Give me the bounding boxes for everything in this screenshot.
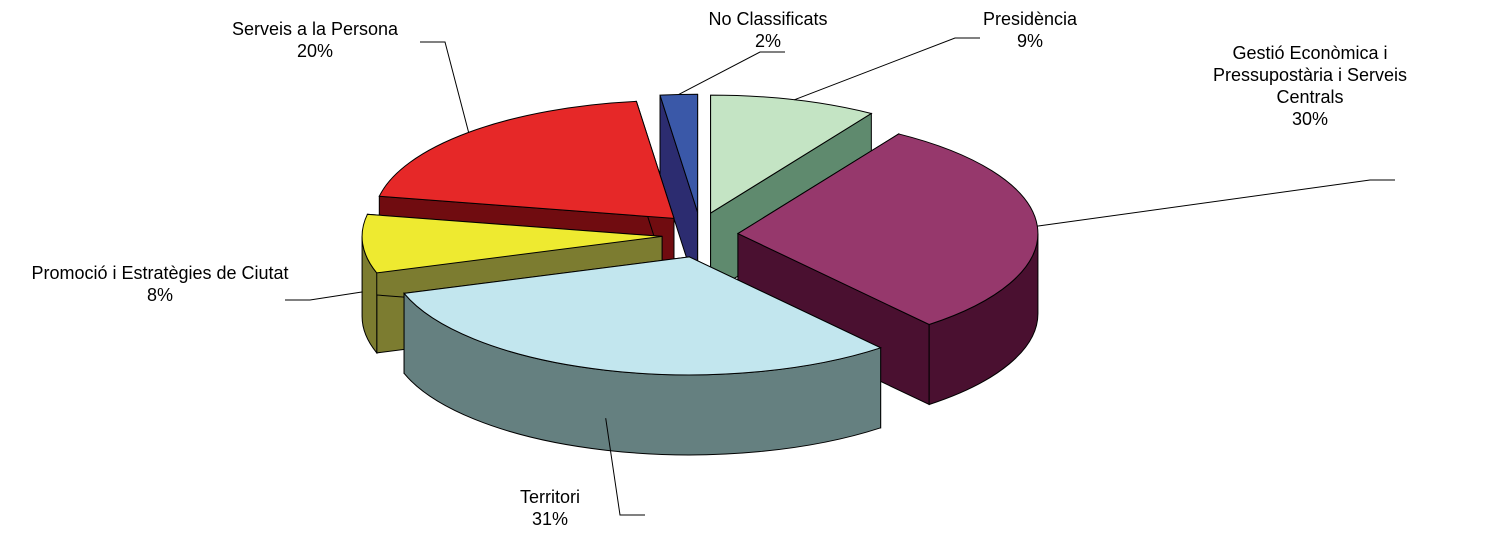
category-label: No Classificats (708, 9, 828, 29)
category-label: Gestió Econòmica i Pressupostària i Serv… (1212, 43, 1408, 107)
category-label: Presidència (982, 9, 1078, 29)
category-label: Serveis a la Persona (231, 19, 399, 39)
slice-label: Presidència 9% (930, 8, 1130, 52)
value-label: 20% (296, 41, 334, 61)
value-label: 31% (531, 509, 569, 529)
slice-top (736, 133, 1039, 326)
category-label: Territori (519, 487, 580, 507)
slice-label: No Classificats 2% (668, 8, 868, 52)
value-label: 2% (754, 31, 781, 51)
value-label: 30% (1291, 109, 1329, 129)
slice-top (378, 100, 675, 219)
slice-label: Gestió Econòmica i Pressupostària i Serv… (1210, 42, 1410, 130)
value-label: 8% (146, 285, 173, 305)
category-label: Promoció i Estratègies de Ciutat (31, 263, 289, 283)
slice-label: Serveis a la Persona 20% (185, 18, 445, 62)
slice-label: Promoció i Estratègies de Ciutat 8% (10, 262, 310, 306)
leader-line (605, 418, 645, 516)
leader-line (285, 291, 363, 301)
leader-line (1037, 179, 1395, 227)
slice-top (361, 213, 663, 274)
slice-label: Territori 31% (470, 486, 630, 530)
value-label: 9% (1016, 31, 1043, 51)
leader-line (678, 51, 785, 95)
leader-line (794, 37, 980, 101)
slice-top (403, 256, 882, 376)
leader-line (420, 41, 470, 133)
